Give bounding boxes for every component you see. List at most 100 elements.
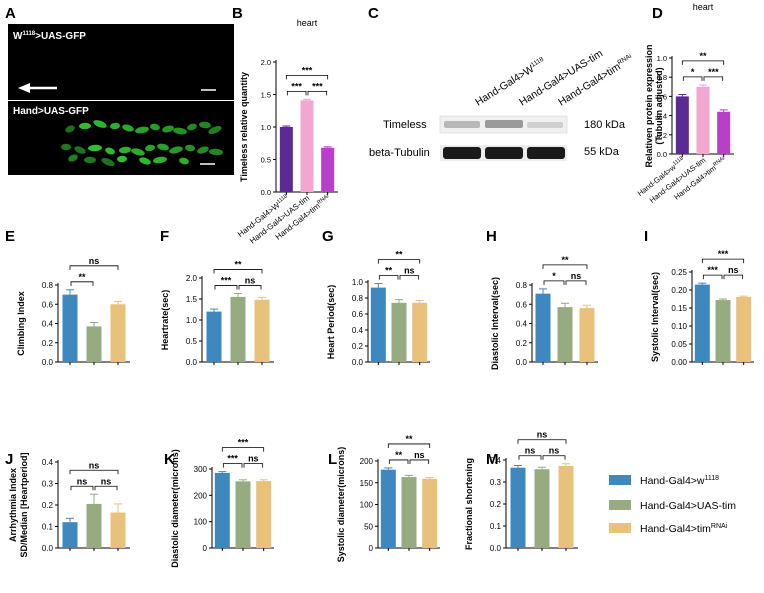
gfp-cell [105, 147, 115, 155]
bar [62, 522, 78, 548]
bar [534, 469, 550, 548]
significance-bracket [542, 264, 588, 269]
significance-label: ns [571, 271, 582, 281]
bar [321, 147, 335, 192]
bar [510, 467, 526, 548]
gfp-cell [139, 157, 151, 165]
gfp-cell [173, 127, 187, 135]
bar [401, 477, 417, 548]
y-tick-label: 0.4 [657, 112, 667, 121]
y-tick-label: 1.5 [186, 295, 198, 304]
y-tick-label: 0.5 [261, 156, 271, 165]
panel-letter-k: K [164, 451, 175, 468]
y-tick-label: 0.15 [671, 304, 687, 313]
gfp-cell [209, 148, 223, 156]
y-axis-label: Heart Period(sec) [326, 285, 336, 360]
bar [717, 111, 731, 154]
panel-letter-a: A [5, 5, 16, 22]
gfp-cell [135, 126, 149, 134]
significance-label: *** [238, 438, 249, 448]
y-tick-label: 0.2 [352, 342, 364, 351]
y-tick-label: 0.0 [42, 544, 54, 553]
gfp-cell [117, 155, 127, 163]
significance-bracket [388, 459, 409, 464]
bar [694, 284, 710, 362]
bar [391, 302, 407, 362]
wb-size-55: 55 kDa [584, 146, 620, 158]
significance-label: *** [312, 81, 323, 91]
wb-band-tubulin-3 [527, 147, 565, 159]
significance-bracket [213, 269, 263, 274]
y-axis-label: Fractional shortening [464, 458, 474, 550]
significance-bracket [723, 274, 744, 280]
y-tick-label: 0.6 [352, 310, 364, 319]
gfp-cell [187, 123, 197, 131]
significance-label: ** [561, 255, 569, 265]
gfp-cell [119, 146, 131, 154]
significance-bracket [542, 455, 566, 460]
panel-k-chart: K 0 100 200 300 Diastolic diameter(microns) **… [164, 438, 274, 568]
y-tick-label: 200 [360, 457, 374, 466]
significance-label: *** [291, 81, 302, 91]
significance-label: *** [227, 454, 238, 464]
significance-bracket [70, 485, 94, 491]
micrograph-hand-label: Hand>UAS-GFP [13, 106, 89, 117]
panel-letter-i: I [644, 228, 648, 245]
gfp-cell [88, 144, 102, 152]
significance-label: ** [699, 51, 707, 61]
significance-bracket [399, 275, 420, 280]
significance-bracket [286, 90, 307, 96]
significance-label: *** [221, 276, 232, 286]
gfp-cell [153, 156, 167, 164]
bar [235, 481, 251, 548]
y-tick-label: 0.1 [490, 522, 502, 531]
y-tick-label: 0.2 [42, 339, 54, 348]
y-tick-label: 1.5 [261, 91, 271, 100]
y-tick-label: 0.6 [42, 300, 54, 309]
bar [230, 296, 246, 362]
y-axis-label: Timeless relative quantity [239, 72, 249, 182]
significance-bracket [703, 76, 724, 81]
panel-a-micrographs: A W1118>UAS-GFP Hand>UAS-GFP [5, 5, 234, 175]
significance-label: ns [101, 476, 112, 486]
legend-label: Hand-Gal4>UAS-tim [640, 500, 736, 512]
significance-label: * [691, 67, 695, 77]
micrograph-control-label: W1118>UAS-GFP [13, 31, 86, 42]
significance-label: ns [248, 454, 259, 464]
gfp-cell [208, 126, 222, 134]
significance-bracket [702, 274, 723, 280]
chart-title: heart [693, 2, 714, 12]
panel-letter-b: B [232, 5, 243, 22]
bar [412, 302, 428, 362]
bar [696, 86, 710, 154]
y-tick-label: 0.05 [671, 340, 687, 349]
y-tick-label: 0.8 [657, 73, 667, 82]
y-tick-label: 0.20 [671, 286, 687, 295]
panel-letter-j: J [5, 451, 13, 468]
significance-bracket [377, 259, 421, 264]
gfp-cell [179, 157, 189, 165]
significance-label: ns [525, 446, 536, 456]
y-tick-label: 0.2 [42, 501, 54, 510]
y-axis-label: Systolic Interval(sec) [650, 272, 660, 362]
y-tick-label: 0.2 [657, 131, 667, 140]
y-tick-label: 300 [194, 465, 208, 474]
panel-j-chart: J 0.0 0.1 0.2 0.3 0.4 Arrhythmia Index SD/Media… [5, 451, 130, 558]
significance-label: ** [395, 450, 403, 460]
significance-label: ns [89, 460, 100, 470]
y-tick-label: 1.0 [261, 123, 271, 132]
bar [675, 96, 689, 154]
y-tick-label: 1.0 [352, 278, 364, 287]
significance-label: ns [404, 266, 415, 276]
y-axis-label: Diastolic diameter(microns) [170, 449, 180, 568]
bar [715, 300, 731, 362]
significance-label: * [552, 271, 556, 281]
significance-label: *** [302, 65, 313, 75]
significance-bracket [69, 265, 119, 270]
category-sup: RNAi [712, 155, 726, 168]
legend-sup: 1118 [705, 475, 720, 482]
panel-c-western-blot: C Hand-Gal4>W1118Hand-Gal4>UAS-timHand-G… [368, 5, 633, 161]
bar [380, 469, 396, 548]
